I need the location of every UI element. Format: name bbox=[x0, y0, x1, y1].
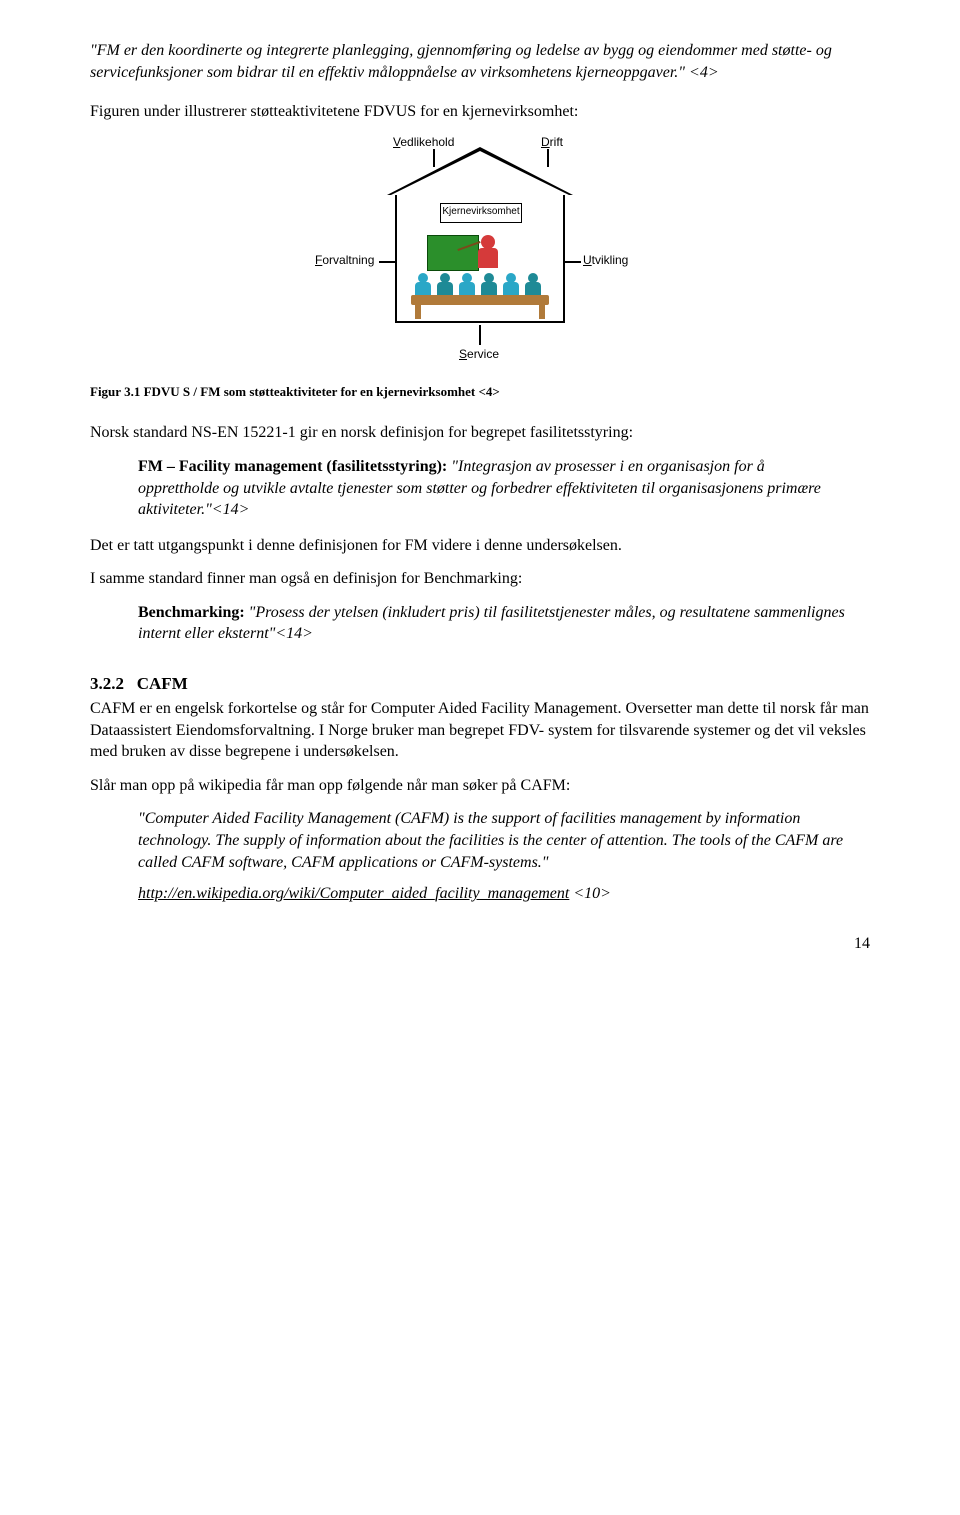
fm-label: FM – Facility management (fasilitetsstyr… bbox=[138, 458, 451, 475]
bench-label: Benchmarking: bbox=[138, 604, 249, 621]
teacher-icon bbox=[481, 235, 495, 249]
cafm-quote-block: "Computer Aided Facility Management (CAF… bbox=[138, 808, 846, 904]
definition-fm-quote: "FM er den koordinerte og integrerte pla… bbox=[90, 40, 870, 83]
cafm-quote: "Computer Aided Facility Management (CAF… bbox=[138, 808, 846, 873]
fm-followup-1: Det er tatt utgangspunkt i denne definis… bbox=[90, 535, 870, 557]
fdvus-diagram: Vedlikehold Drift Kjernevirksomhet bbox=[315, 145, 645, 375]
fm-followup-2: I samme standard finner man også en defi… bbox=[90, 568, 870, 590]
cafm-para-2: Slår man opp på wikipedia får man opp fø… bbox=[90, 775, 870, 797]
label-utvikling: Utvikling bbox=[583, 253, 628, 267]
chalkboard-icon bbox=[427, 235, 479, 271]
fm-definition-block: FM – Facility management (fasilitetsstyr… bbox=[138, 456, 846, 521]
cafm-para-1: CAFM er en engelsk forkortelse og står f… bbox=[90, 698, 870, 763]
figure-intro: Figuren under illustrerer støtteaktivite… bbox=[90, 101, 870, 123]
page: "FM er den koordinerte og integrerte pla… bbox=[0, 0, 960, 993]
label-kjernevirksomhet: Kjernevirksomhet bbox=[440, 203, 522, 223]
page-number: 14 bbox=[90, 935, 870, 953]
figure-fdvus: Vedlikehold Drift Kjernevirksomhet bbox=[90, 145, 870, 375]
link-ref: <10> bbox=[569, 885, 611, 902]
ns-en-intro: Norsk standard NS-EN 15221-1 gir en nors… bbox=[90, 422, 870, 444]
label-forvaltning: Forvaltning bbox=[315, 253, 374, 267]
figure-caption: Figur 3.1 FDVU S / FM som støtteaktivite… bbox=[90, 383, 870, 401]
benchmarking-block: Benchmarking: "Prosess der ytelsen (inkl… bbox=[138, 602, 846, 645]
label-service: Service bbox=[459, 347, 499, 361]
section-heading-cafm: 3.2.2 CAFM bbox=[90, 673, 870, 696]
wikipedia-link[interactable]: http://en.wikipedia.org/wiki/Computer_ai… bbox=[138, 885, 569, 902]
